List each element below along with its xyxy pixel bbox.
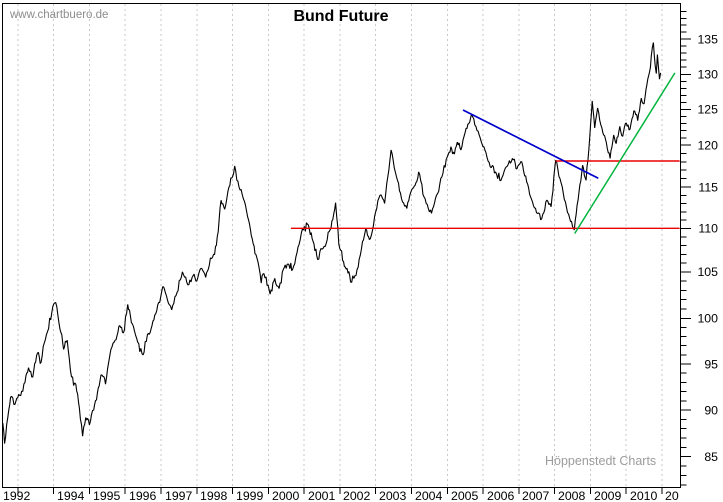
y-axis-label-130: 130	[697, 68, 718, 82]
x-axis-label-2010: 2010	[630, 489, 658, 502]
x-axis-label-2000: 2000	[272, 489, 300, 502]
y-axis-label-135: 135	[697, 32, 718, 46]
downtrend-line	[462, 109, 599, 179]
y-axis-label-90: 90	[704, 403, 718, 417]
x-axis-label-2005: 2005	[451, 489, 479, 502]
y-axis-label-110: 110	[698, 222, 718, 236]
price-series	[2, 42, 662, 444]
x-axis-label-1996: 1996	[129, 489, 157, 502]
y-axis-label-100: 100	[697, 312, 718, 326]
plot-border	[2, 3, 681, 488]
y-axis-label-125: 125	[697, 103, 718, 117]
brand-watermark: Höppenstedt Charts	[545, 454, 657, 468]
x-axis-label-20: 20	[665, 489, 679, 502]
x-axis-label-1992: 1992	[3, 489, 31, 502]
x-axis-label-1998: 1998	[200, 489, 228, 502]
x-axis-label-2007: 2007	[522, 489, 550, 502]
x-axis-label-1999: 1999	[236, 489, 264, 502]
x-axis-label-1994: 1994	[57, 489, 85, 502]
x-axis-label-2006: 2006	[487, 489, 515, 502]
x-axis-label-2004: 2004	[415, 489, 443, 502]
overlay-lines	[290, 72, 680, 234]
x-axis-label-1995: 1995	[93, 489, 121, 502]
uptrend-line	[574, 72, 676, 234]
x-axis-label-2003: 2003	[379, 489, 407, 502]
y-axis-label-95: 95	[704, 357, 718, 371]
y-axis-label-85: 85	[704, 450, 718, 464]
axes	[17, 10, 691, 494]
gridlines	[17, 4, 663, 486]
axis-labels: 1992 1994 1995 1996 1997 1998 1999 2000 2001 2002…	[3, 32, 718, 502]
site-watermark: www.chartbuero.de	[10, 9, 109, 21]
y-axis-label-115: 115	[698, 180, 718, 194]
x-axis-label-2002: 2002	[343, 489, 371, 502]
x-axis-label-2008: 2008	[558, 489, 586, 502]
x-axis-label-2009: 2009	[594, 489, 622, 502]
chart-title: Bund Future	[293, 8, 389, 25]
y-axis-label-105: 105	[697, 265, 718, 279]
x-axis-label-2001: 2001	[308, 489, 336, 502]
x-axis-label-1997: 1997	[165, 489, 193, 502]
y-axis-label-120: 120	[697, 138, 718, 152]
